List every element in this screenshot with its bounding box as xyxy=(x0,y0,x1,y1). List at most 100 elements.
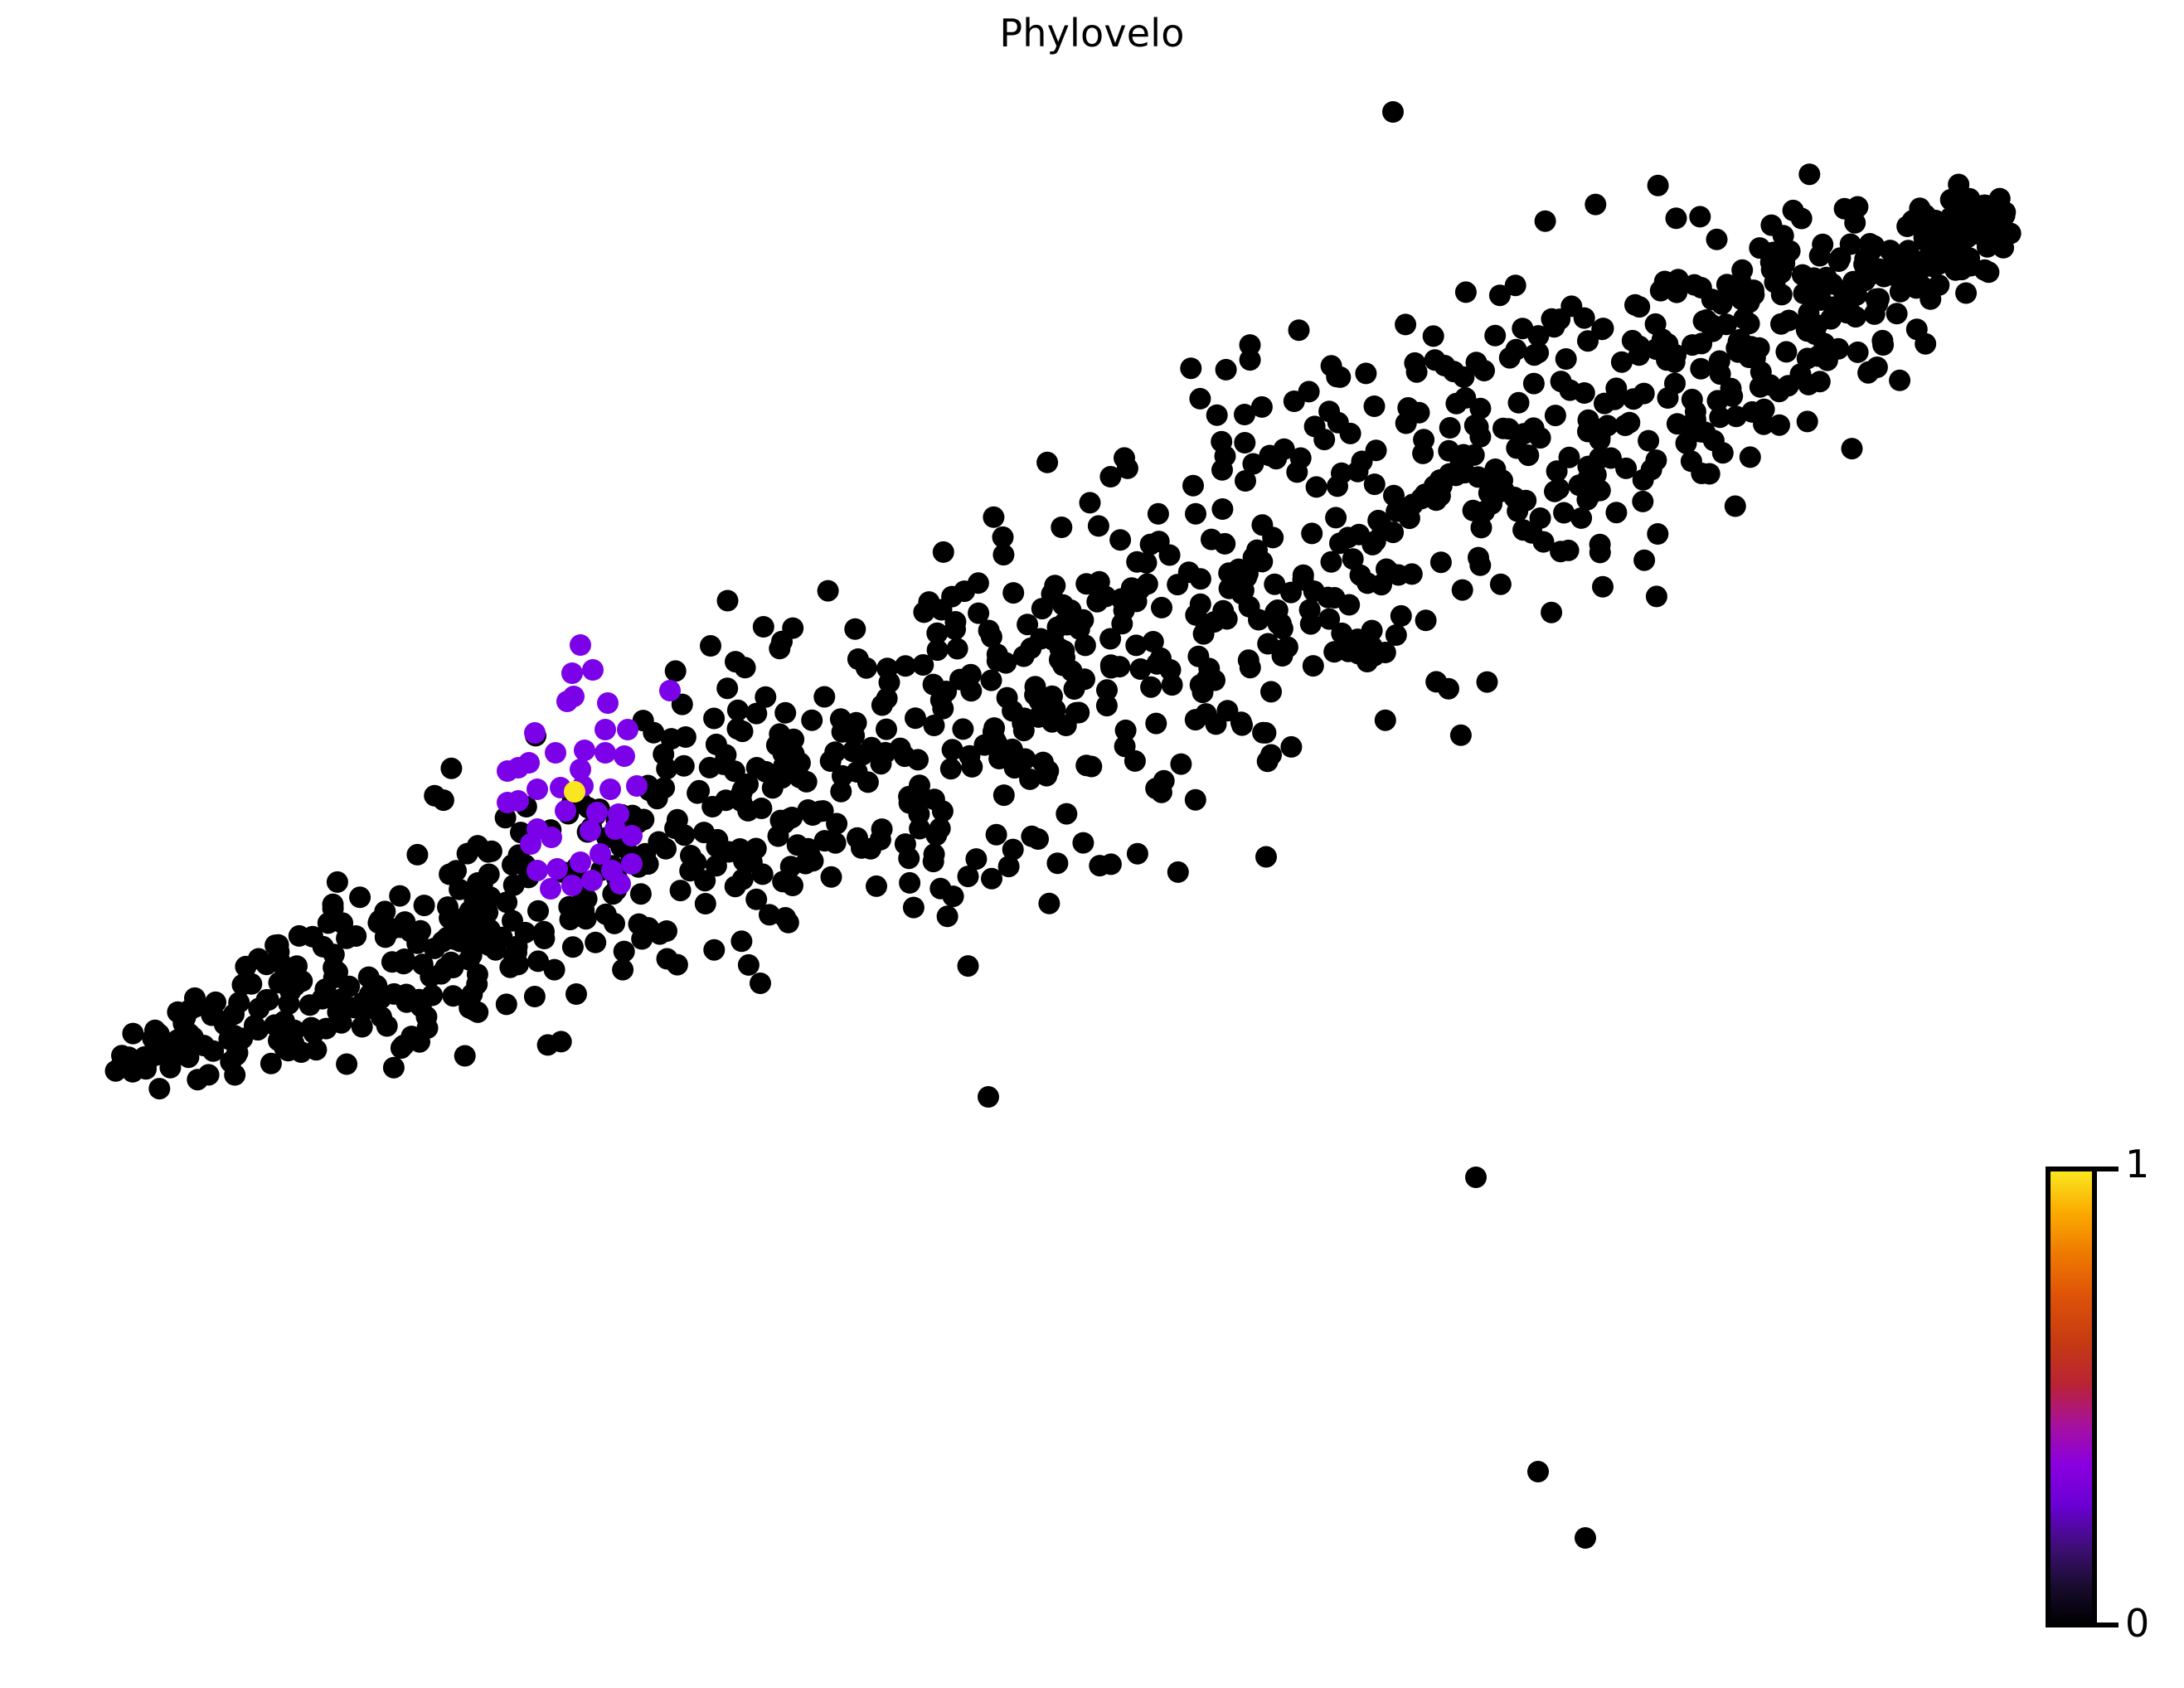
scatter-point xyxy=(312,935,334,958)
scatter-point xyxy=(1928,253,1950,275)
scatter-point xyxy=(1706,228,1728,250)
scatter-point xyxy=(288,924,310,947)
scatter-point xyxy=(1415,609,1437,632)
scatter-point xyxy=(1114,447,1135,469)
scatter-point xyxy=(390,1037,412,1060)
scatter-point xyxy=(1696,309,1717,331)
scatter-point xyxy=(1541,308,1563,330)
scatter-point xyxy=(726,718,749,740)
scatter-point xyxy=(1666,413,1688,435)
scatter-point xyxy=(1924,223,1946,245)
scatter-point xyxy=(1135,551,1158,574)
scatter-point xyxy=(703,707,726,730)
scatter-point xyxy=(1099,466,1122,487)
scatter-point xyxy=(716,677,739,700)
scatter-point xyxy=(726,699,749,721)
scatter-point xyxy=(1002,582,1025,604)
page-title: Phylovelo xyxy=(999,11,1185,56)
scatter-point xyxy=(1289,447,1312,469)
scatter-point xyxy=(581,870,603,891)
scatter-point xyxy=(149,1035,171,1057)
scatter-point xyxy=(1211,458,1233,481)
scatter-point xyxy=(629,883,652,905)
scatter-point xyxy=(1099,628,1122,650)
scatter-point xyxy=(389,885,411,907)
scatter-point xyxy=(290,1041,313,1063)
scatter-point xyxy=(582,659,604,681)
scatter-point xyxy=(755,686,777,708)
scatter-point xyxy=(255,989,278,1011)
scatter-point xyxy=(1056,803,1078,825)
scatter-point xyxy=(527,860,548,881)
scatter-point xyxy=(1505,338,1527,361)
scatter-point xyxy=(981,867,1002,890)
scatter-point xyxy=(1151,596,1172,618)
scatter-point xyxy=(705,855,727,877)
scatter-point xyxy=(247,1019,269,1041)
scatter-point xyxy=(844,618,866,640)
scatter-point xyxy=(480,840,502,862)
scatter-point xyxy=(327,961,348,983)
scatter-point xyxy=(311,987,333,1010)
scatter-point xyxy=(1159,659,1182,681)
scatter-point xyxy=(712,753,735,775)
scatter-point xyxy=(1919,288,1942,310)
colorbar-label-min: 0 xyxy=(2125,1601,2150,1646)
scatter-point xyxy=(495,993,517,1016)
scatter-point xyxy=(1231,714,1253,736)
scatter-point xyxy=(1744,347,1766,369)
scatter-point xyxy=(1331,462,1352,484)
scatter-point xyxy=(869,828,891,851)
scatter-point xyxy=(777,911,799,934)
scatter-point xyxy=(765,734,788,756)
scatter-point xyxy=(1512,423,1535,445)
scatter-point xyxy=(774,701,797,724)
scatter-point xyxy=(465,884,488,906)
scatter-point xyxy=(300,1016,323,1039)
scatter-point xyxy=(750,798,773,819)
scatter-point xyxy=(1839,233,1861,255)
scatter-point xyxy=(1619,411,1641,434)
scatter-point xyxy=(361,994,383,1016)
scatter-point xyxy=(813,686,836,708)
scatter-point xyxy=(820,866,842,888)
scatter-point xyxy=(1255,846,1277,868)
scatter-point xyxy=(260,1052,282,1074)
scatter-point xyxy=(954,580,976,603)
scatter-point xyxy=(1072,832,1094,854)
scatter-point xyxy=(1484,458,1507,480)
scatter-point xyxy=(564,781,585,803)
scatter-point xyxy=(1262,526,1284,549)
scatter-point xyxy=(876,718,897,740)
scatter-point xyxy=(1248,609,1269,631)
scatter-point xyxy=(1239,334,1261,357)
scatter-point xyxy=(1555,348,1577,370)
scatter-point xyxy=(705,733,727,755)
scatter-point xyxy=(424,937,445,959)
scatter-point xyxy=(1096,679,1118,701)
scatter-point xyxy=(1125,590,1148,613)
scatter-point xyxy=(1337,526,1359,549)
scatter-point xyxy=(1709,363,1731,386)
scatter-point xyxy=(599,779,621,800)
scatter-point xyxy=(751,863,774,885)
scatter-point xyxy=(1257,633,1279,655)
scatter-point xyxy=(1342,548,1364,570)
scatter-point xyxy=(1239,349,1261,371)
scatter-point xyxy=(524,722,546,744)
scatter-point xyxy=(1770,284,1793,306)
scatter-point xyxy=(745,757,768,779)
scatter-point xyxy=(959,663,982,686)
colorbar[interactable]: 1 0 xyxy=(2046,1145,2149,1642)
scatter-point xyxy=(586,802,608,823)
scatter-point xyxy=(336,927,358,949)
scatter-point xyxy=(546,858,568,880)
scatter-point xyxy=(1234,432,1256,454)
scatter-point xyxy=(1462,499,1484,521)
scatter-point xyxy=(669,880,692,902)
scatter-point xyxy=(247,948,269,970)
scatter-point xyxy=(1558,446,1580,468)
scatter-point xyxy=(477,901,499,924)
scatter-point xyxy=(957,955,979,977)
scatter-point xyxy=(550,1031,572,1053)
